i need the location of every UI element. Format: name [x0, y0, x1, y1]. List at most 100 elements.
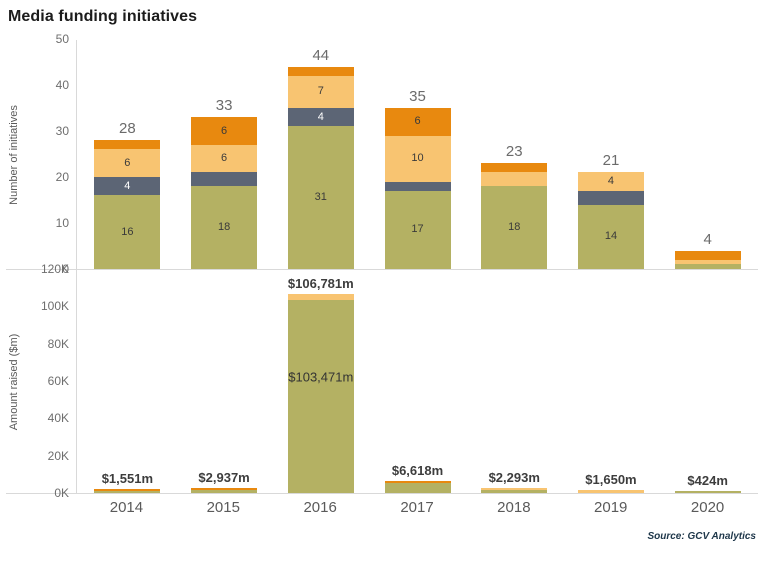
- bar-2017: $6,618m: [384, 464, 451, 493]
- bar-total-label: $424m: [687, 473, 728, 488]
- segment-light-orange-2018[interactable]: [481, 487, 548, 490]
- segment-olive-2020[interactable]: [674, 491, 741, 493]
- segment-olive-2015[interactable]: 18: [191, 186, 258, 269]
- segment-value-label: 6: [221, 124, 228, 137]
- bar-slot-2020: 4: [659, 232, 756, 269]
- segment-dark-orange-2020[interactable]: [674, 250, 741, 260]
- x-axis-gutter: [6, 499, 76, 516]
- x-axis-label-2015: 2015: [206, 499, 240, 516]
- bar-slot-2019: 14 4 21: [563, 153, 660, 269]
- bar-slot-2016: 31 4 7 44: [272, 48, 369, 269]
- amount-y-axis: 0K 20K 40K 60K 80K 100K 120K: [26, 262, 76, 500]
- y-tick-label: 40: [55, 78, 69, 92]
- segment-slate-2017[interactable]: [384, 181, 451, 191]
- y-tick-label: 60K: [47, 374, 69, 388]
- segment-slate-2016[interactable]: 4: [287, 108, 354, 127]
- bar-total-label: 44: [312, 46, 330, 64]
- bar-total-label: $2,293m: [488, 469, 540, 485]
- segment-olive-2018[interactable]: 18: [481, 186, 548, 269]
- segment-olive-2014[interactable]: 16: [94, 195, 161, 269]
- y-tick-label: 100K: [40, 299, 69, 314]
- segment-light-orange-2019[interactable]: 4: [577, 172, 644, 191]
- segment-value-label: 4: [317, 110, 324, 123]
- segment-value-label: 10: [411, 152, 424, 165]
- segment-value-label: 4: [124, 179, 131, 192]
- segment-dark-orange-2014[interactable]: [94, 140, 161, 150]
- segment-slate-2015[interactable]: [191, 172, 258, 187]
- segment-olive-2019[interactable]: 14: [577, 204, 644, 269]
- segment-dark-orange-2017[interactable]: 6: [384, 108, 451, 136]
- x-axis-label-2019: 2019: [594, 499, 628, 516]
- segment-olive-2018[interactable]: [481, 489, 548, 493]
- segment-olive-2015[interactable]: [191, 489, 258, 493]
- amount-y-axis-title-text: Amount raised ($m): [8, 333, 20, 430]
- segment-olive-2020[interactable]: [674, 264, 741, 269]
- initiatives-y-axis: 0 10 20 30 40 50: [26, 32, 76, 276]
- bar-slot-2020: $424m: [659, 474, 756, 493]
- segment-value-label: 6: [414, 115, 421, 128]
- segment-slate-2014[interactable]: 4: [94, 177, 161, 196]
- segment-dark-orange-2015[interactable]: 6: [191, 117, 258, 145]
- segment-light-orange-2014[interactable]: 6: [94, 149, 161, 178]
- bar-2018: 18 23: [481, 144, 548, 269]
- y-tick-label: 50: [55, 32, 69, 46]
- segment-value-label: 14: [604, 230, 618, 243]
- initiatives-y-axis-title-text: Number of initiatives: [8, 104, 20, 205]
- segment-value-label: 7: [317, 85, 324, 98]
- segment-dark-orange-2014[interactable]: [94, 489, 161, 491]
- segment-value-label: 18: [217, 221, 231, 234]
- segment-olive-2017[interactable]: 17: [384, 190, 451, 269]
- segment-dark-orange-2018[interactable]: [481, 163, 548, 173]
- segment-dark-orange-2016[interactable]: [287, 66, 354, 76]
- segment-light-orange-2015[interactable]: 6: [191, 144, 258, 173]
- x-axis-label-2016: 2016: [303, 499, 337, 516]
- segment-value-label: 31: [314, 191, 327, 204]
- source-credit: Source: GCV Analytics: [647, 531, 756, 542]
- segment-value-label: 6: [221, 152, 228, 165]
- segment-light-orange-2016[interactable]: [287, 293, 354, 300]
- bar-slot-2017: 17 10 6 35: [369, 89, 466, 269]
- segment-light-orange-2016[interactable]: 7: [287, 75, 354, 109]
- initiatives-plot: 16 4 6 28 18 6 6 33 31 4 7 44 17 10 6 35 18 23 14 4 21 4: [76, 40, 758, 269]
- x-axis-label-2014: 2014: [109, 499, 144, 516]
- initiatives-chart-panel: Number of initiatives 0 10 20 30 40 50 16 4 6 28…: [6, 32, 758, 276]
- y-tick-label: 10: [55, 216, 69, 230]
- x-axis-label-2017: 2017: [400, 499, 434, 516]
- bar-total-label: 28: [119, 120, 136, 138]
- bar-2015: $2,937m: [191, 471, 258, 493]
- segment-dark-orange-2017[interactable]: [384, 480, 451, 484]
- y-tick-label: 20K: [47, 448, 69, 463]
- segment-olive-2017[interactable]: [384, 483, 451, 493]
- bar-2020: $424m: [674, 474, 741, 493]
- bar-total-label: 35: [409, 88, 426, 105]
- segment-olive-2016[interactable]: $103,471m: [287, 299, 354, 493]
- y-tick-label: 30: [55, 124, 69, 138]
- segment-light-orange-2018[interactable]: [481, 172, 548, 187]
- segment-value-label: 4: [607, 175, 615, 188]
- bar-2016: 31 4 7 44: [287, 48, 354, 269]
- segment-light-orange-2017[interactable]: 10: [384, 135, 451, 182]
- y-tick-label: 20: [55, 170, 69, 184]
- bar-slot-2014: $1,551m: [79, 472, 176, 493]
- bar-2015: 18 6 6 33: [191, 98, 258, 269]
- bar-2014: 16 4 6 28: [94, 121, 161, 269]
- y-tick-label: 0K: [54, 486, 69, 500]
- source-row: Source: GCV Analytics: [6, 526, 758, 544]
- bar-2018: $2,293m: [481, 471, 548, 493]
- bar-2014: $1,551m: [94, 472, 161, 493]
- bar-2017: 17 10 6 35: [384, 89, 451, 269]
- amount-plot: $1,551m $2,937m $103,471m $106,781m $6,618m $…: [76, 270, 758, 493]
- y-tick-label: 0: [62, 262, 69, 276]
- bar-2020: 4: [674, 232, 741, 269]
- bar-total-label: 21: [602, 152, 620, 170]
- segment-light-orange-2020[interactable]: [674, 259, 741, 265]
- segment-olive-2014[interactable]: [94, 491, 161, 493]
- bar-slot-2018: $2,293m: [466, 471, 563, 493]
- bar-slot-2017: $6,618m: [369, 464, 466, 493]
- y-tick-label: 40K: [47, 411, 69, 426]
- segment-slate-2019[interactable]: [577, 190, 644, 205]
- segment-olive-2016[interactable]: 31: [287, 126, 354, 269]
- segment-dark-orange-2015[interactable]: [191, 487, 258, 490]
- y-tick-label: 80K: [47, 336, 69, 351]
- segment-light-orange-2019[interactable]: [577, 489, 644, 493]
